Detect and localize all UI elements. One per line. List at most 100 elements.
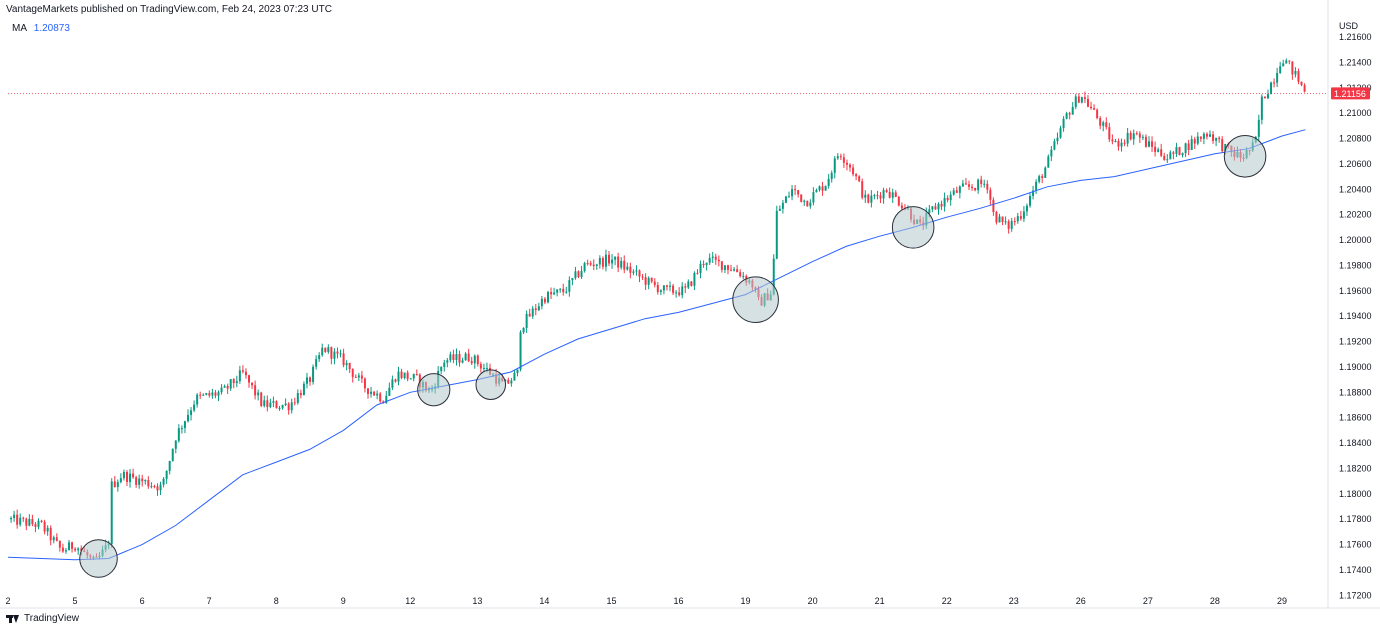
candle-body xyxy=(711,256,714,258)
candle-body xyxy=(961,183,964,187)
y-tick-label: 1.17600 xyxy=(1339,540,1372,550)
indicator-legend[interactable]: MA 1.20873 xyxy=(12,23,70,34)
candle-body xyxy=(690,281,693,286)
candle-body xyxy=(553,292,556,295)
candle-body xyxy=(583,263,586,272)
candle-body xyxy=(836,156,839,159)
candle-body xyxy=(931,206,934,210)
candle-body xyxy=(223,385,226,388)
tradingview-footer[interactable]: TradingView xyxy=(6,613,79,624)
candle-body xyxy=(1257,119,1260,137)
candle-body xyxy=(1025,205,1028,212)
candle-body xyxy=(1050,149,1053,157)
candle-body xyxy=(702,263,705,266)
candle-body xyxy=(1117,140,1120,147)
candle-body xyxy=(397,371,400,382)
candle-body xyxy=(1221,139,1224,152)
candle-body xyxy=(662,285,665,291)
candle-body xyxy=(293,402,296,404)
candle-body xyxy=(534,308,537,311)
candle-body xyxy=(190,410,193,415)
candle-body xyxy=(1083,97,1086,99)
candle-body xyxy=(1263,96,1266,99)
y-tick-label: 1.20200 xyxy=(1339,210,1372,220)
x-tick-label: 28 xyxy=(1210,596,1220,606)
candle-body xyxy=(784,196,787,203)
candle-body xyxy=(64,550,67,552)
candle-body xyxy=(1007,221,1010,229)
candle-body xyxy=(25,518,28,526)
candle-body xyxy=(321,347,324,356)
candle-body xyxy=(251,382,254,386)
x-tick-label: 16 xyxy=(673,596,683,606)
candle-body xyxy=(385,395,388,404)
candles xyxy=(10,58,1306,561)
candle-body xyxy=(287,403,290,411)
candle-body xyxy=(620,260,623,268)
candle-body xyxy=(400,371,403,378)
candle-body xyxy=(574,271,577,279)
candle-body xyxy=(55,537,58,541)
candle-body xyxy=(940,203,943,207)
candle-body xyxy=(180,428,183,430)
candle-body xyxy=(1276,73,1279,83)
candle-body xyxy=(952,190,955,195)
candle-body xyxy=(68,542,71,551)
candle-body xyxy=(1199,136,1202,139)
candle-body xyxy=(342,353,345,366)
candle-body xyxy=(592,264,595,267)
candle-body xyxy=(980,179,983,185)
candle-body xyxy=(516,369,519,373)
candle-body xyxy=(22,517,25,519)
x-tick-label: 15 xyxy=(606,596,616,606)
candle-body xyxy=(281,405,284,408)
candle-body xyxy=(1053,141,1056,150)
x-tick-label: 6 xyxy=(140,596,145,606)
tradingview-logo-icon xyxy=(6,614,20,624)
candle-body xyxy=(1035,181,1038,191)
candle-body xyxy=(1013,221,1016,223)
candle-body xyxy=(1282,63,1285,67)
candle-body xyxy=(272,401,275,403)
candle-body xyxy=(269,402,272,408)
candle-body xyxy=(232,379,235,384)
candle-body xyxy=(864,194,867,198)
candle-body xyxy=(900,205,903,209)
candle-body xyxy=(888,191,891,198)
candle-body xyxy=(510,380,513,384)
candle-body xyxy=(513,372,516,381)
candle-body xyxy=(983,183,986,185)
candle-body xyxy=(699,263,702,273)
x-tick-label: 26 xyxy=(1076,596,1086,606)
x-tick-label: 5 xyxy=(73,596,78,606)
candle-body xyxy=(797,190,800,195)
chart-attribution: VantageMarkets published on TradingView.… xyxy=(6,4,332,15)
candle-body xyxy=(1294,71,1297,75)
candle-body xyxy=(824,185,827,191)
candle-body xyxy=(1154,146,1157,152)
candle-body xyxy=(861,181,864,198)
price-axis-currency: USD xyxy=(1339,21,1359,31)
candle-body xyxy=(244,371,247,376)
indicator-label: MA xyxy=(12,23,27,34)
candle-body xyxy=(1300,81,1303,86)
candle-body xyxy=(403,372,406,378)
candle-body xyxy=(571,278,574,281)
candle-body xyxy=(1129,132,1132,140)
candle-body xyxy=(1077,96,1080,103)
candle-body xyxy=(150,486,153,488)
x-tick-label: 22 xyxy=(942,596,952,606)
candle-body xyxy=(842,157,845,163)
candle-body xyxy=(1218,137,1221,140)
candle-body xyxy=(299,393,302,396)
candle-body xyxy=(772,258,775,295)
candle-body xyxy=(406,372,409,379)
candle-body xyxy=(879,195,882,199)
candle-body xyxy=(519,332,522,370)
candle-body xyxy=(644,277,647,285)
candle-body xyxy=(1044,167,1047,178)
candle-body xyxy=(1202,133,1205,139)
candle-body xyxy=(71,542,74,549)
candle-body xyxy=(290,402,293,411)
